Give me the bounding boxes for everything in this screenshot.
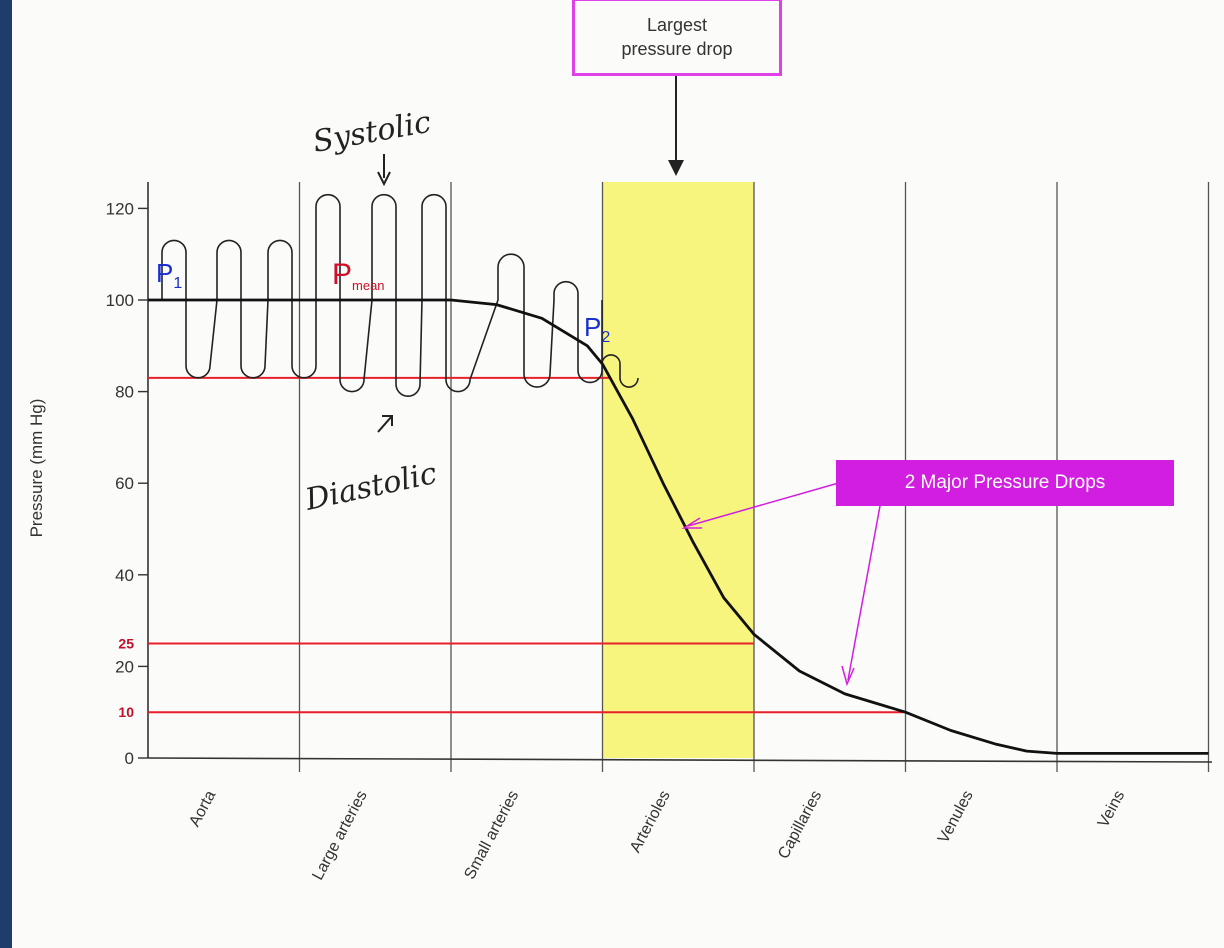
systolic-arrow-head	[377, 171, 391, 187]
y-tick-label: 120	[106, 199, 134, 218]
diastolic-label: Diastolic	[301, 456, 440, 518]
y-tick-label: 80	[115, 383, 134, 402]
y-tick-label: 0	[125, 749, 134, 768]
x-category-label: Arterioles	[627, 788, 674, 856]
largest-drop-line1: Largest	[646, 15, 708, 35]
drop-pointer-1	[687, 481, 843, 527]
x-category-label: Small arteries	[461, 788, 522, 882]
y-tick-label: 20	[115, 657, 134, 676]
drop-pointer-2	[847, 505, 881, 681]
figure-frame: 0 20 40 60 80 100 120 Aorta Large arteries Small …	[12, 0, 1224, 948]
mean-pressure-curve	[148, 298, 1209, 755]
y-tick-label: 60	[115, 474, 134, 493]
p1-label: P1	[156, 258, 182, 292]
p2-label: P2	[584, 312, 610, 346]
systolic-label: Systolic	[310, 105, 433, 160]
x-category-label: Veins	[1095, 788, 1128, 831]
p1-subscript: 1	[173, 275, 182, 292]
y-axis-title: Pressure (mm Hg)	[27, 399, 46, 538]
major-drops-callout: 2 Major Pressure Drops	[836, 460, 1174, 506]
p2-subscript: 2	[601, 329, 610, 346]
pmean-subscript: mean	[352, 278, 385, 293]
arterioles-highlight-band	[602, 182, 754, 758]
x-category-label: Aorta	[186, 788, 219, 830]
p2-letter: P	[584, 312, 601, 342]
largest-drop-callout: Largest pressure drop	[572, 0, 782, 76]
largest-drop-arrow-head	[668, 160, 684, 176]
drop-pointer-2-head	[841, 665, 855, 687]
y-tick-label: 100	[106, 291, 134, 310]
y-tick-label: 40	[115, 566, 134, 585]
pmean-label: Pmean	[332, 258, 385, 293]
reference-value-label: 10	[118, 704, 134, 720]
reference-value-label: 25	[118, 636, 134, 652]
drop-pointer-1-head	[681, 517, 702, 529]
largest-drop-line2: pressure drop	[621, 39, 733, 59]
x-category-label: Large arteries	[309, 788, 370, 883]
x-category-label: Capillaries	[775, 788, 825, 862]
x-axis-line	[147, 757, 1213, 763]
pressure-chart: 0 20 40 60 80 100 120 Aorta Large arteries Small …	[27, 76, 1213, 883]
p1-letter: P	[156, 258, 173, 288]
diastolic-arrow	[377, 415, 393, 433]
pmean-letter: P	[332, 258, 352, 291]
pulse-pressure-wave	[148, 193, 639, 397]
x-category-label: Venules	[935, 788, 977, 846]
major-drops-text: 2 Major Pressure Drops	[904, 472, 1106, 493]
